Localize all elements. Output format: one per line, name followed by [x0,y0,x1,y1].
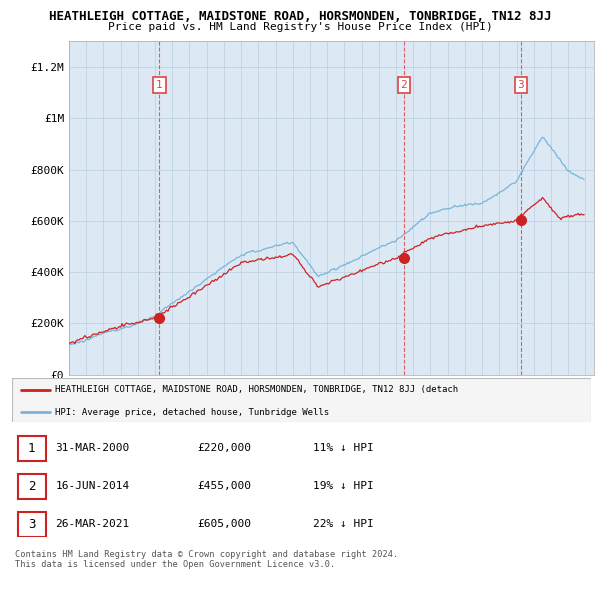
Text: £605,000: £605,000 [197,519,251,529]
Text: 1: 1 [28,442,35,455]
Text: HEATHLEIGH COTTAGE, MAIDSTONE ROAD, HORSMONDEN, TONBRIDGE, TN12 8JJ (detach: HEATHLEIGH COTTAGE, MAIDSTONE ROAD, HORS… [55,385,458,395]
Bar [18,435,46,461]
Bar [18,474,46,499]
Text: HEATHLEIGH COTTAGE, MAIDSTONE ROAD, HORSMONDEN, TONBRIDGE, TN12 8JJ: HEATHLEIGH COTTAGE, MAIDSTONE ROAD, HORS… [49,10,551,23]
Text: 3: 3 [517,80,524,90]
Text: HPI: Average price, detached house, Tunbridge Wells: HPI: Average price, detached house, Tunb… [55,408,329,417]
Text: 31-MAR-2000: 31-MAR-2000 [55,443,130,453]
Text: 2: 2 [401,80,407,90]
Text: 16-JUN-2014: 16-JUN-2014 [55,481,130,491]
Text: £220,000: £220,000 [197,443,251,453]
Text: 3: 3 [28,518,35,531]
Text: 19% ↓ HPI: 19% ↓ HPI [313,481,374,491]
Text: 2: 2 [28,480,35,493]
Text: 1: 1 [156,80,163,90]
Text: 11% ↓ HPI: 11% ↓ HPI [313,443,374,453]
Text: 26-MAR-2021: 26-MAR-2021 [55,519,130,529]
Text: Contains HM Land Registry data © Crown copyright and database right 2024.
This d: Contains HM Land Registry data © Crown c… [15,550,398,569]
Bar [18,512,46,537]
Text: £455,000: £455,000 [197,481,251,491]
Text: 22% ↓ HPI: 22% ↓ HPI [313,519,374,529]
Text: Price paid vs. HM Land Registry's House Price Index (HPI): Price paid vs. HM Land Registry's House … [107,22,493,32]
